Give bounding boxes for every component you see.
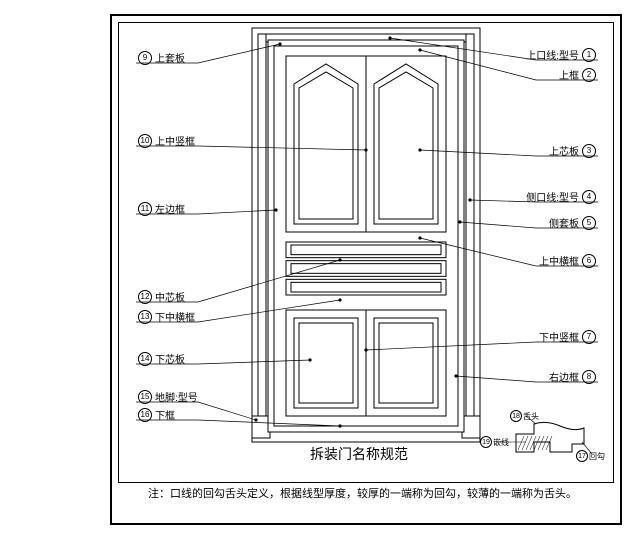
callout-num: 16 — [138, 408, 152, 422]
callout-num: 15 — [138, 390, 152, 404]
callout-num: 2 — [582, 68, 596, 82]
callout-1: 1上口线:型号 — [520, 47, 598, 62]
detail-label-17: 17回勾 — [576, 450, 605, 462]
callout-text: 下芯板 — [154, 351, 186, 366]
callout-text: 上口线:型号 — [525, 47, 580, 62]
callout-num: 13 — [138, 310, 152, 324]
callout-num: 1 — [582, 48, 596, 62]
callout-7: 7下中竖框 — [520, 329, 598, 344]
callout-3: 3上芯板 — [520, 143, 598, 158]
callout-text: 中芯板 — [154, 289, 186, 304]
callout-11: 11左边框 — [136, 201, 186, 216]
callout-text: 下中竖框 — [538, 329, 580, 344]
callout-16: 16下框 — [136, 407, 176, 422]
callout-num: 5 — [582, 216, 596, 230]
callout-text: 下中横框 — [154, 309, 196, 324]
callout-num: 14 — [138, 352, 152, 366]
callout-text: 上芯板 — [548, 143, 580, 158]
callout-8: 8右边框 — [520, 369, 598, 384]
callout-num: 4 — [582, 190, 596, 204]
callout-text: 侧口线:型号 — [525, 189, 580, 204]
detail-label-18: 18舌头 — [510, 410, 539, 422]
callout-6: 6上中横框 — [520, 253, 598, 268]
callout-14: 14下芯板 — [136, 351, 186, 366]
callout-text: 上框 — [558, 67, 580, 82]
callout-text: 地脚:型号 — [154, 389, 199, 404]
diagram-title: 拆装门名称规范 — [310, 444, 408, 464]
callout-13: 13下中横框 — [136, 309, 196, 324]
callout-12: 12中芯板 — [136, 289, 186, 304]
callout-num: 7 — [582, 330, 596, 344]
callout-9: 9上套板 — [136, 50, 186, 65]
callout-num: 9 — [138, 51, 152, 65]
callout-text: 下框 — [154, 407, 176, 422]
callout-num: 11 — [138, 202, 152, 216]
callout-num: 8 — [582, 370, 596, 384]
callout-text: 上中竖框 — [154, 133, 196, 148]
callout-text: 左边框 — [154, 201, 186, 216]
callout-num: 12 — [138, 290, 152, 304]
callout-5: 5侧套板 — [520, 215, 598, 230]
detail-label-19: 19嵌线 — [480, 436, 509, 448]
footnote: 注：口线的回勾舌头定义，根据线型厚度，较厚的一端称为回勾，较薄的一端称为舌头。 — [148, 486, 600, 503]
callout-4: 4侧口线:型号 — [520, 189, 598, 204]
callout-15: 15地脚:型号 — [136, 389, 199, 404]
callout-num: 3 — [582, 144, 596, 158]
callout-10: 10上中竖框 — [136, 133, 196, 148]
callout-text: 上套板 — [154, 50, 186, 65]
callout-text: 侧套板 — [548, 215, 580, 230]
callout-text: 右边框 — [548, 369, 580, 384]
callout-num: 6 — [582, 254, 596, 268]
callout-num: 10 — [138, 134, 152, 148]
callout-text: 上中横框 — [538, 253, 580, 268]
callout-2: 2上框 — [520, 67, 598, 82]
